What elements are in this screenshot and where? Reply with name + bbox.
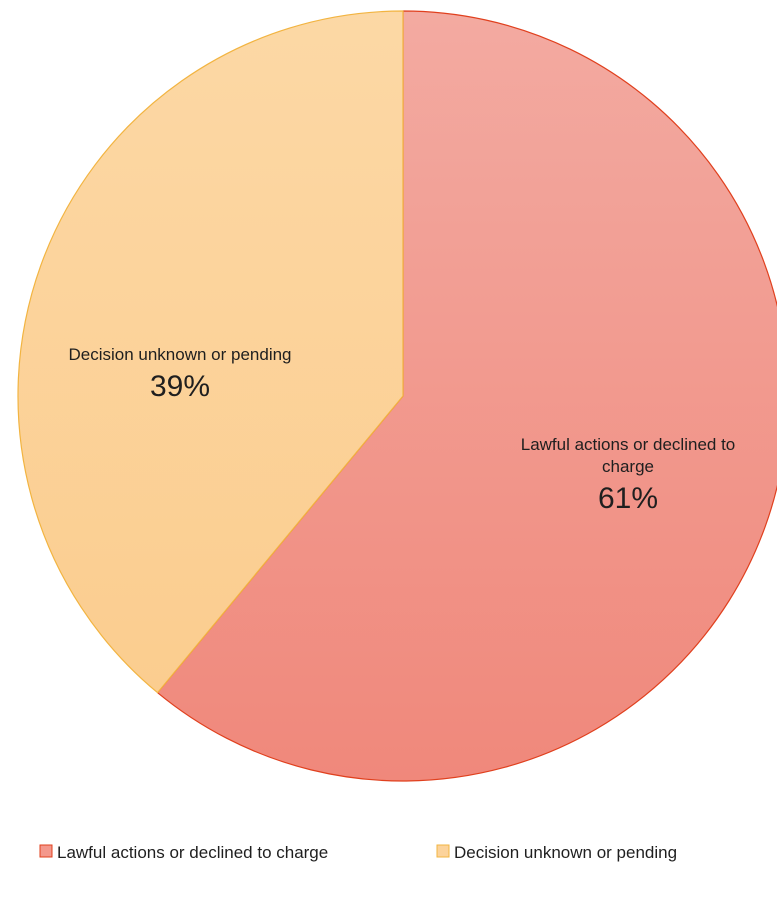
legend-item-decision-unknown-or-pending: Decision unknown or pending xyxy=(437,843,677,862)
data-label-name: Decision unknown or pending xyxy=(68,345,291,364)
legend-swatch xyxy=(40,845,52,857)
legend-label: Lawful actions or declined to charge xyxy=(57,843,328,862)
data-label-value: 61% xyxy=(598,482,658,515)
data-label-name: charge xyxy=(602,457,654,476)
pie-slices xyxy=(18,11,777,781)
legend-label: Decision unknown or pending xyxy=(454,843,677,862)
data-label-name: Lawful actions or declined to xyxy=(521,435,736,454)
data-label-value: 39% xyxy=(150,370,210,403)
legend: Lawful actions or declined to charge Deci… xyxy=(40,843,677,862)
legend-swatch xyxy=(437,845,449,857)
legend-item-lawful-actions-or-declined-to-charge: Lawful actions or declined to charge xyxy=(40,843,328,862)
